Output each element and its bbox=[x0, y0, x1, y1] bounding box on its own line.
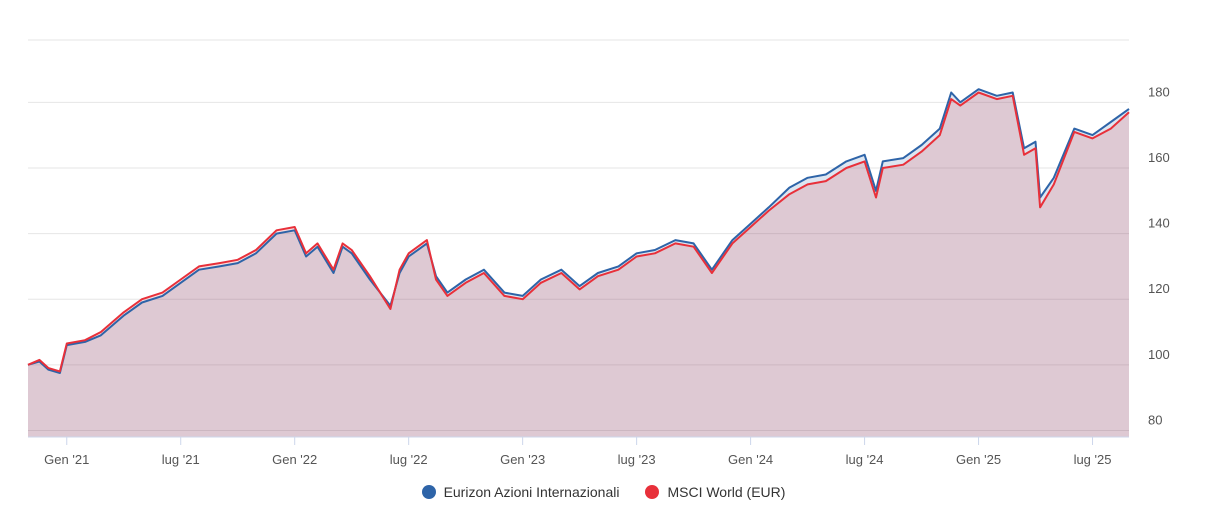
y-tick-label: 180 bbox=[1148, 84, 1170, 99]
x-tick-label: Gen '21 bbox=[44, 452, 89, 467]
x-tick-label: Gen '23 bbox=[500, 452, 545, 467]
legend: Eurizon Azioni Internazionali MSCI World… bbox=[0, 484, 1207, 500]
area-fills bbox=[28, 89, 1129, 437]
axes: 80 100 120 140 160 180 Gen '21 lug '21 Gen '22 lu… bbox=[28, 84, 1170, 467]
x-tick-label: Gen '22 bbox=[272, 452, 317, 467]
x-tick-label: lug '25 bbox=[1074, 452, 1112, 467]
y-tick-label: 160 bbox=[1148, 150, 1170, 165]
legend-item-eurizon[interactable]: Eurizon Azioni Internazionali bbox=[421, 484, 620, 500]
series-lines bbox=[27, 88, 1130, 374]
line-area-chart: 80 100 120 140 160 180 Gen '21 lug '21 Gen '22 lu… bbox=[27, 39, 1170, 467]
x-tick-label: lug '21 bbox=[162, 452, 200, 467]
x-tick-label: Gen '25 bbox=[956, 452, 1001, 467]
y-tick-label: 100 bbox=[1148, 347, 1170, 362]
series-line-0 bbox=[27, 88, 1130, 374]
area-fill-series-0 bbox=[28, 89, 1129, 437]
legend-label-eurizon: Eurizon Azioni Internazionali bbox=[443, 484, 620, 500]
x-tick-label: lug '22 bbox=[390, 452, 428, 467]
legend-item-msci-world[interactable]: MSCI World (EUR) bbox=[645, 484, 785, 500]
gridlines bbox=[28, 39, 1129, 431]
legend-marker-msci-world bbox=[645, 485, 660, 499]
x-tick-label: lug '24 bbox=[846, 452, 884, 467]
x-tick-label: lug '23 bbox=[618, 452, 656, 467]
x-tick-label: Gen '24 bbox=[728, 452, 773, 467]
y-tick-label: 120 bbox=[1148, 281, 1170, 296]
legend-label-msci-world: MSCI World (EUR) bbox=[667, 484, 786, 500]
y-tick-label: 140 bbox=[1148, 216, 1170, 231]
y-tick-label: 80 bbox=[1148, 412, 1162, 427]
legend-marker-eurizon bbox=[421, 485, 436, 499]
series-line-1 bbox=[27, 91, 1130, 373]
area-fill-series-1 bbox=[28, 92, 1129, 437]
